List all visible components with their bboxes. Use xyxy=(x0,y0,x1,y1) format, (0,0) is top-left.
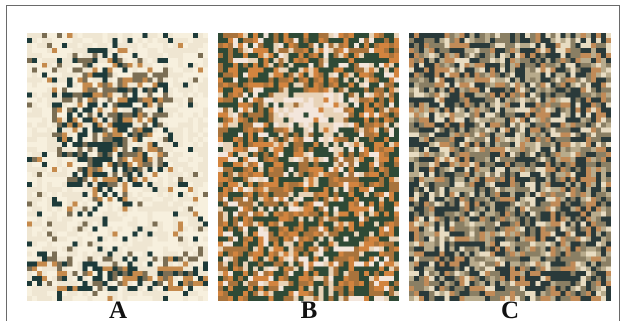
panel-c-image xyxy=(409,33,611,301)
figure-frame xyxy=(6,5,620,321)
panel-c-label: C xyxy=(500,297,520,324)
panel-c-canvas xyxy=(409,33,611,301)
panel-b-image xyxy=(218,33,399,301)
panel-a-image xyxy=(27,33,208,301)
panel-b-canvas xyxy=(218,33,399,301)
panel-a-label: A xyxy=(108,297,128,324)
panel-b-label: B xyxy=(300,297,318,324)
panel-a-canvas xyxy=(27,33,208,301)
